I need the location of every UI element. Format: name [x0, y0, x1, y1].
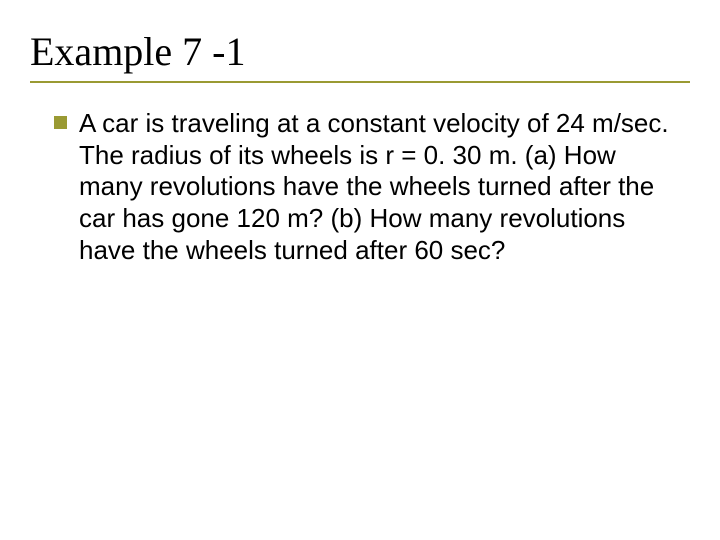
- body-text: A car is traveling at a constant velocit…: [79, 108, 672, 267]
- slide-title: Example 7 -1: [30, 28, 690, 83]
- bullet-item: A car is traveling at a constant velocit…: [54, 108, 672, 267]
- square-bullet-icon: [54, 116, 67, 129]
- slide: Example 7 -1 A car is traveling at a con…: [0, 0, 720, 540]
- slide-body: A car is traveling at a constant velocit…: [54, 108, 672, 267]
